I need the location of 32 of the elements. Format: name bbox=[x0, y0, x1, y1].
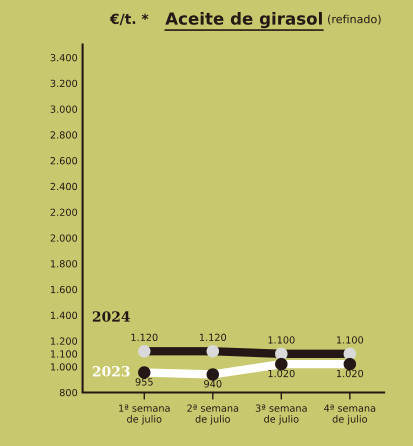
y-tick-label: 800 bbox=[60, 388, 78, 396]
series-label: 2023 bbox=[92, 366, 130, 377]
y-tick-label: 1.100 bbox=[50, 350, 78, 358]
x-tick-label: 3ª semana de julio bbox=[256, 404, 307, 425]
series-label: 2024 bbox=[92, 311, 130, 322]
chart-title: Aceite de girasol bbox=[165, 12, 322, 28]
y-tick-label: 1.400 bbox=[50, 312, 78, 320]
data-label: 1.100 bbox=[336, 336, 364, 344]
y-tick-label: 2.600 bbox=[50, 157, 78, 164]
y-tick-label: 3.400 bbox=[50, 54, 78, 62]
y-tick-label: 2.200 bbox=[50, 208, 78, 216]
data-label: 1.100 bbox=[268, 336, 295, 344]
data-label: 1.020 bbox=[268, 370, 295, 378]
y-tick-label: 1.200 bbox=[50, 337, 78, 345]
data-label: 1.120 bbox=[200, 334, 226, 342]
data-label: 1.020 bbox=[336, 370, 364, 378]
chart-subtitle: (refinado) bbox=[328, 14, 381, 25]
x-tick-label: 4ª semana de julio bbox=[324, 404, 376, 425]
y-axis-title: €/t. * bbox=[110, 14, 148, 26]
x-tick-label: 2ª semana de julio bbox=[187, 404, 238, 425]
y-tick-label: 1.600 bbox=[50, 286, 78, 294]
data-label: 955 bbox=[136, 378, 153, 386]
y-tick-label: 2.000 bbox=[50, 234, 78, 242]
x-tick-label: 1ª semana de julio bbox=[119, 404, 170, 425]
data-label: 1.120 bbox=[131, 334, 158, 342]
y-tick-label: 2.800 bbox=[50, 131, 78, 139]
y-tick-label: 2.400 bbox=[50, 182, 78, 190]
data-label: 940 bbox=[204, 380, 222, 388]
y-tick-label: 3.000 bbox=[50, 106, 78, 113]
y-tick-label: 1.800 bbox=[50, 260, 78, 268]
y-tick-label: 3.200 bbox=[50, 80, 78, 88]
y-tick-label: 1.000 bbox=[50, 363, 78, 371]
